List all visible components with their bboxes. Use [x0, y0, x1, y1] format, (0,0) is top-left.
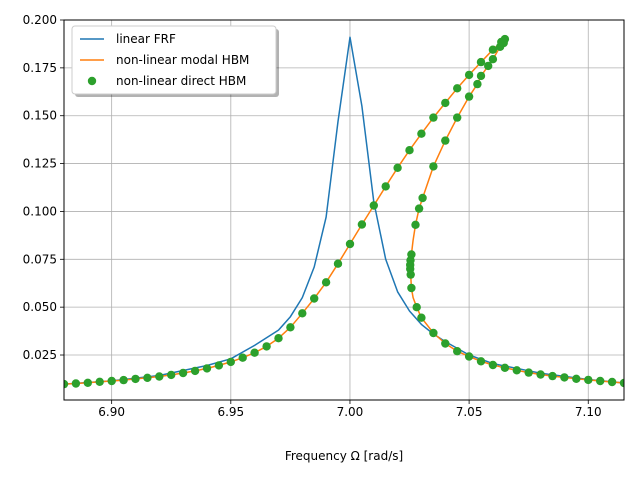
plot-series: [64, 34, 624, 389]
non-linear-direct-hbm-marker: [464, 352, 474, 361]
non-linear-direct-hbm-marker: [441, 339, 450, 348]
legend-linear-frf-label: linear FRF: [116, 32, 176, 46]
legend-non-linear-direct-hbm-swatch: [87, 76, 97, 86]
non-linear-direct-hbm-marker: [405, 146, 414, 155]
non-linear-direct-hbm-marker: [406, 270, 415, 279]
x-axis-label: Frequency Ω [rad/s]: [285, 449, 403, 463]
non-linear-direct-hbm-marker: [417, 129, 426, 138]
non-linear-direct-hbm-marker: [441, 136, 450, 145]
non-linear-direct-hbm-marker: [464, 92, 474, 101]
legend-non-linear-modal-hbm-label: non-linear modal HBM: [116, 53, 249, 67]
grid: [64, 19, 624, 400]
non-linear-direct-hbm-marker: [407, 283, 416, 293]
non-linear-direct-hbm-marker: [429, 162, 438, 171]
non-linear-direct-hbm-marker: [274, 334, 283, 343]
non-linear-direct-hbm-marker: [119, 375, 128, 385]
y-tick-label: 0.075: [23, 252, 57, 266]
y-tick-label: 0.150: [23, 109, 57, 123]
non-linear-direct-hbm-marker: [131, 374, 140, 384]
non-linear-direct-hbm-marker: [596, 376, 605, 386]
non-linear-direct-hbm-marker: [345, 239, 355, 249]
non-linear-direct-hbm-marker: [107, 376, 116, 386]
non-linear-direct-hbm-marker: [71, 379, 81, 388]
y-tick-label: 0.025: [23, 348, 57, 362]
non-linear-direct-hbm-marker: [414, 204, 424, 213]
non-linear-direct-hbm-marker: [417, 313, 426, 322]
non-linear-direct-hbm-marker: [453, 84, 462, 93]
non-linear-direct-hbm-marker: [464, 70, 474, 80]
non-linear-direct-hbm-marker: [250, 348, 259, 357]
axis-ticks: 6.90 6.95 7.00 7.05 7.10 0.025 0.050 0.075 0.100…: [23, 13, 602, 419]
non-linear-direct-hbm-marker: [411, 220, 420, 229]
legend-box: [71, 25, 277, 95]
non-linear-direct-hbm-marker: [298, 309, 307, 318]
non-linear-direct-hbm-marker: [418, 193, 427, 203]
non-linear-direct-hbm-marker: [286, 323, 295, 332]
non-linear-direct-hbm-marker: [214, 361, 224, 370]
non-linear-direct-hbm-marker: [488, 360, 498, 370]
non-linear-direct-hbm-marker: [500, 363, 510, 372]
y-tick-label: 0.050: [23, 300, 57, 314]
non-linear-direct-hbm-marker: [202, 364, 212, 373]
y-tick-label: 0.200: [23, 13, 57, 27]
non-linear-direct-hbm-marker: [488, 45, 498, 54]
non-linear-direct-hbm-marker: [619, 378, 624, 388]
non-linear-direct-hbm-marker: [369, 201, 378, 210]
non-linear-direct-hbm-marker: [226, 357, 235, 367]
non-linear-direct-hbm-marker: [476, 71, 486, 81]
non-linear-direct-hbm-marker: [560, 373, 569, 382]
non-linear-direct-hbm-marker: [607, 377, 617, 387]
non-linear-direct-hbm-marker: [167, 370, 176, 380]
x-tick-label: 7.10: [575, 405, 602, 419]
non-linear-direct-hbm-marker: [453, 347, 462, 356]
non-linear-direct-hbm-marker: [476, 357, 486, 366]
non-linear-direct-hbm-marker: [321, 278, 331, 287]
y-tick-label: 0.125: [23, 157, 57, 171]
non-linear-direct-hbm-marker: [488, 55, 498, 64]
non-linear-direct-hbm-marker: [524, 368, 533, 377]
non-linear-direct-hbm-marker: [393, 163, 402, 172]
non-linear-direct-hbm-marker: [476, 57, 486, 67]
x-tick-label: 7.00: [337, 405, 364, 419]
non-linear-direct-hbm-marker: [548, 371, 557, 381]
x-tick-label: 7.05: [456, 405, 483, 419]
non-linear-direct-hbm-marker: [495, 42, 505, 51]
non-linear-direct-hbm-marker: [310, 294, 319, 303]
non-linear-direct-hbm-marker: [190, 366, 200, 376]
non-linear-direct-hbm-marker: [238, 353, 247, 362]
non-linear-direct-hbm-marker: [64, 379, 69, 389]
non-linear-direct-hbm-marker: [512, 366, 521, 375]
non-linear-direct-hbm-marker: [357, 220, 367, 229]
non-linear-direct-hbm-marker: [143, 373, 152, 382]
legend: linear FRF non-linear modal HBM non-linear…: [71, 25, 279, 97]
non-linear-direct-hbm-marker: [178, 368, 188, 378]
x-tick-label: 6.90: [98, 405, 125, 419]
non-linear-direct-hbm-marker: [484, 61, 493, 71]
non-linear-direct-hbm-marker: [95, 377, 104, 386]
non-linear-direct-hbm-marker: [584, 375, 593, 385]
non-linear-direct-hbm-marker: [429, 328, 438, 338]
x-tick-label: 6.95: [217, 405, 244, 419]
non-linear-direct-hbm-marker: [453, 113, 462, 122]
non-linear-direct-hbm-marker: [412, 303, 421, 312]
y-tick-label: 0.175: [23, 61, 57, 75]
non-linear-direct-hbm-marker: [473, 79, 482, 89]
non-linear-direct-hbm-marker: [333, 259, 343, 268]
legend-non-linear-direct-hbm-label: non-linear direct HBM: [116, 74, 246, 88]
non-linear-direct-hbm-marker: [155, 372, 164, 381]
plot-frame: [63, 19, 625, 401]
y-tick-label: 0.100: [23, 204, 57, 218]
non-linear-direct-hbm-marker: [262, 342, 271, 351]
non-linear-direct-hbm-marker: [572, 374, 581, 383]
non-linear-direct-hbm-marker: [536, 370, 545, 379]
non-linear-direct-hbm-marker: [429, 113, 438, 122]
non-linear-direct-hbm-marker: [83, 378, 93, 387]
linear-frf-line: [64, 36, 624, 385]
non-linear-direct-hbm-marker: [441, 98, 450, 108]
non-linear-direct-hbm-marker: [381, 182, 390, 191]
